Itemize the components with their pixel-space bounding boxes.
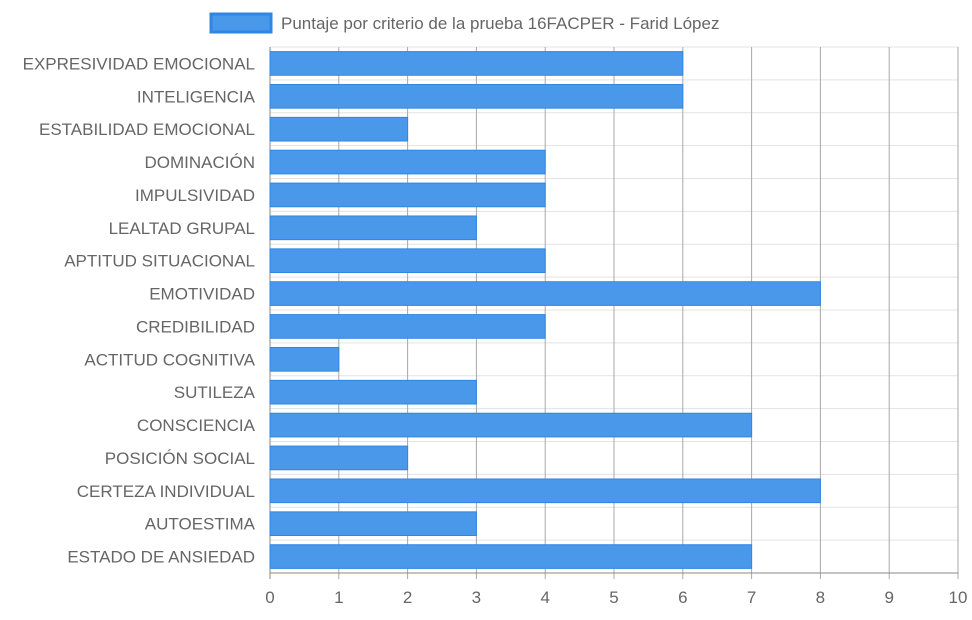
bar[interactable] [269, 412, 753, 438]
category-label: INTELIGENCIA [137, 87, 256, 106]
category-label: APTITUD SITUACIONAL [64, 252, 255, 271]
bar[interactable] [269, 182, 546, 208]
x-tick-label: 6 [678, 588, 687, 607]
category-label: IMPULSIVIDAD [135, 186, 255, 205]
x-tick-label: 7 [747, 588, 756, 607]
x-tick-label: 10 [949, 588, 968, 607]
bar[interactable] [269, 248, 546, 274]
bar[interactable] [269, 544, 753, 569]
legend-label[interactable]: Puntaje por criterio de la prueba 16FACP… [281, 14, 719, 33]
category-label: ESTABILIDAD EMOCIONAL [39, 120, 255, 139]
legend-swatch[interactable] [209, 12, 273, 34]
category-label: EMOTIVIDAD [149, 285, 255, 304]
bar[interactable] [269, 346, 340, 372]
category-label: CONSCIENCIA [137, 416, 256, 435]
category-label: ESTADO DE ANSIEDAD [67, 548, 255, 567]
category-label: CREDIBILIDAD [136, 317, 255, 336]
bar[interactable] [269, 215, 477, 241]
bars [269, 51, 821, 569]
x-tick-label: 3 [472, 588, 481, 607]
category-label: LEALTAD GRUPAL [109, 219, 255, 238]
bar[interactable] [269, 445, 409, 471]
category-labels: EXPRESIVIDAD EMOCIONAL INTELIGENCIA ESTABI… [23, 54, 256, 566]
bar[interactable] [269, 478, 821, 504]
x-tick-label: 1 [334, 588, 343, 607]
bar[interactable] [269, 149, 546, 175]
x-tick-label: 4 [540, 588, 549, 607]
category-label: DOMINACIÓN [145, 153, 256, 172]
x-tick-label: 8 [816, 588, 825, 607]
category-label: AUTOESTIMA [145, 515, 256, 534]
bar[interactable] [269, 83, 684, 109]
bar[interactable] [269, 379, 477, 405]
category-label: EXPRESIVIDAD EMOCIONAL [23, 54, 255, 73]
bar[interactable] [269, 51, 684, 76]
x-tick-label: 9 [884, 588, 893, 607]
bar[interactable] [269, 281, 821, 306]
category-label: ACTITUD COGNITIVA [84, 350, 255, 369]
legend[interactable]: Puntaje por criterio de la prueba 16FACP… [209, 12, 719, 34]
bar[interactable] [269, 314, 546, 339]
x-tick-label: 5 [609, 588, 618, 607]
category-label: CERTEZA INDIVIDUAL [77, 482, 255, 501]
x-tick-labels: 0 1 2 3 4 5 6 7 8 9 10 [265, 588, 967, 607]
category-label: SUTILEZA [174, 383, 256, 402]
x-tick-label: 0 [265, 588, 274, 607]
category-label: POSICIÓN SOCIAL [105, 449, 255, 468]
bar[interactable] [269, 511, 477, 537]
bar[interactable] [269, 116, 409, 142]
x-tick-label: 2 [403, 588, 412, 607]
